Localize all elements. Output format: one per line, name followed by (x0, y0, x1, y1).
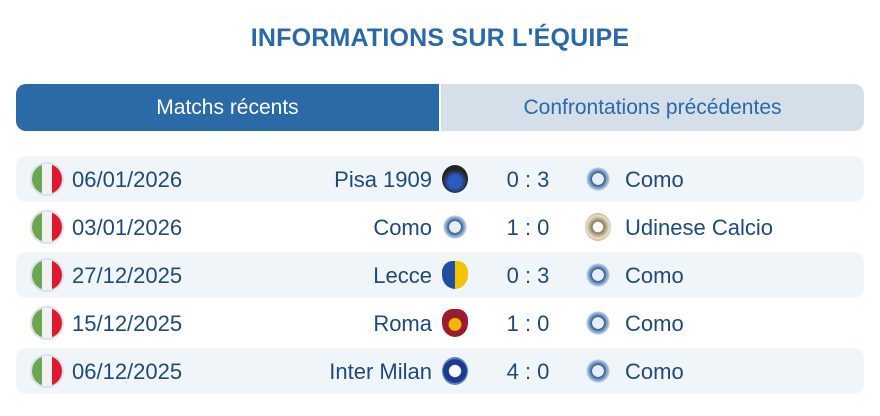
inter-logo-icon (442, 357, 468, 385)
match-score: 0 : 3 (506, 167, 550, 192)
home-team[interactable]: Como (373, 215, 432, 240)
match-score: 0 : 3 (506, 263, 550, 288)
italy-flag-icon (32, 164, 62, 194)
tab-head-to-head[interactable]: Confrontations précédentes (441, 84, 864, 131)
match-date: 03/01/2026 (72, 215, 183, 240)
como-logo-icon (585, 357, 611, 385)
udinese-logo-icon (585, 213, 611, 241)
italy-flag-icon (32, 212, 62, 242)
roma-logo-icon (442, 309, 468, 337)
home-team[interactable]: Roma (373, 311, 432, 336)
match-date: 15/12/2025 (72, 311, 183, 336)
home-team[interactable]: Inter Milan (329, 359, 432, 384)
italy-flag-icon (32, 308, 62, 338)
home-team[interactable]: Pisa 1909 (334, 167, 432, 192)
section-title: INFORMATIONS SUR L'ÉQUIPE (250, 24, 630, 52)
match-score: 4 : 0 (506, 359, 550, 384)
como-logo-icon (585, 309, 611, 337)
como-logo-icon (442, 213, 468, 241)
match-date: 06/01/2026 (72, 167, 183, 192)
como-logo-icon (585, 261, 611, 289)
home-team[interactable]: Lecce (373, 263, 432, 288)
tab-recent-matches[interactable]: Matchs récents (16, 84, 441, 131)
away-team[interactable]: Como (625, 263, 684, 288)
away-team[interactable]: Como (625, 359, 684, 384)
lecce-logo-icon (442, 261, 468, 289)
away-team[interactable]: Udinese Calcio (625, 215, 773, 240)
away-team[interactable]: Como (625, 311, 684, 336)
como-logo-icon (585, 165, 611, 193)
match-row[interactable]: 15/12/2025 Roma 1 : 0 Como (16, 300, 864, 346)
match-row[interactable]: 27/12/2025 Lecce 0 : 3 Como (16, 252, 864, 298)
match-row[interactable]: 03/01/2026 Como 1 : 0 Udinese Calcio (16, 204, 864, 250)
match-date: 27/12/2025 (72, 263, 183, 288)
match-score: 1 : 0 (506, 311, 550, 336)
match-score: 1 : 0 (506, 215, 550, 240)
match-date: 06/12/2025 (72, 359, 183, 384)
italy-flag-icon (32, 356, 62, 386)
italy-flag-icon (32, 260, 62, 290)
away-team[interactable]: Como (625, 167, 684, 192)
pisa-logo-icon (442, 165, 468, 193)
match-row[interactable]: 06/12/2025 Inter Milan 4 : 0 Como (16, 348, 864, 394)
tab-bar: Matchs récents Confrontations précédente… (16, 84, 864, 131)
match-row[interactable]: 06/01/2026 Pisa 1909 0 : 3 Como (16, 156, 864, 202)
